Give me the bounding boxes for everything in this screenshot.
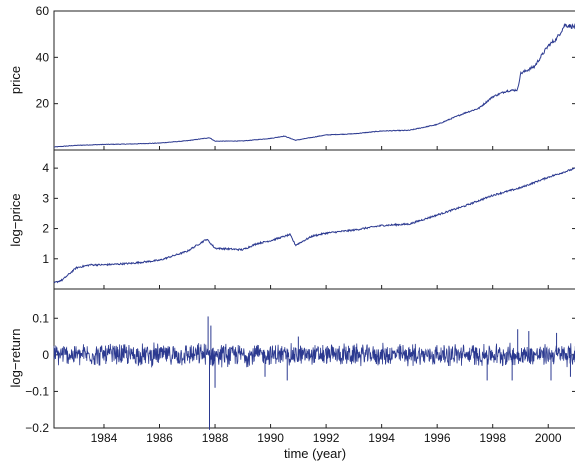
logprice-yticks: 1 2 3 4 <box>42 161 575 266</box>
ytick-label: 60 <box>36 4 50 18</box>
xtick-label: 1986 <box>146 431 173 445</box>
ytick-label: 1 <box>42 252 49 266</box>
xtick-label: 1994 <box>368 431 395 445</box>
xtick-label: 1984 <box>91 431 118 445</box>
logreturn-ylabel: log−return <box>8 329 23 388</box>
logprice-ylabel: log−price <box>8 193 23 246</box>
ytick-label: 3 <box>42 191 49 205</box>
logprice-series-line <box>53 167 575 284</box>
logreturn-yticks: −0.2 −0.1 0 0.1 <box>25 311 575 435</box>
logreturn-panel: −0.2 −0.1 0 0.1 1984 1986 1988 1990 1992 1994 199… <box>8 146 575 461</box>
ytick-label: 40 <box>36 50 50 64</box>
ytick-label: 20 <box>36 97 50 111</box>
xtick-label: 1996 <box>424 431 451 445</box>
ytick-label: 2 <box>42 222 49 236</box>
xtick-label: 2000 <box>535 431 562 445</box>
logreturn-xticks: 1984 1986 1988 1990 1992 1994 1996 1998 2000 <box>91 146 562 445</box>
xtick-label: 1988 <box>202 431 229 445</box>
price-ylabel: price <box>8 66 23 94</box>
ytick-label: 0 <box>42 348 49 362</box>
ytick-label: 0.1 <box>32 311 49 325</box>
price-panel: 20 40 60 price <box>8 4 575 151</box>
price-yticks: 20 40 60 <box>36 4 575 111</box>
ytick-label: −0.2 <box>25 421 49 435</box>
ytick-label: 4 <box>42 161 49 175</box>
logreturn-spikes <box>207 316 571 430</box>
x-axis-label: time (year) <box>284 446 346 461</box>
logprice-axes-frame <box>53 149 575 290</box>
xtick-label: 1998 <box>479 431 506 445</box>
xtick-label: 1990 <box>257 431 284 445</box>
logreturn-series-noise <box>53 342 575 368</box>
ytick-label: −0.1 <box>25 384 49 398</box>
price-axes-frame <box>53 10 575 151</box>
logprice-panel: 1 2 3 4 log−price <box>8 149 575 290</box>
price-series-line <box>53 22 575 148</box>
xtick-label: 1992 <box>313 431 340 445</box>
